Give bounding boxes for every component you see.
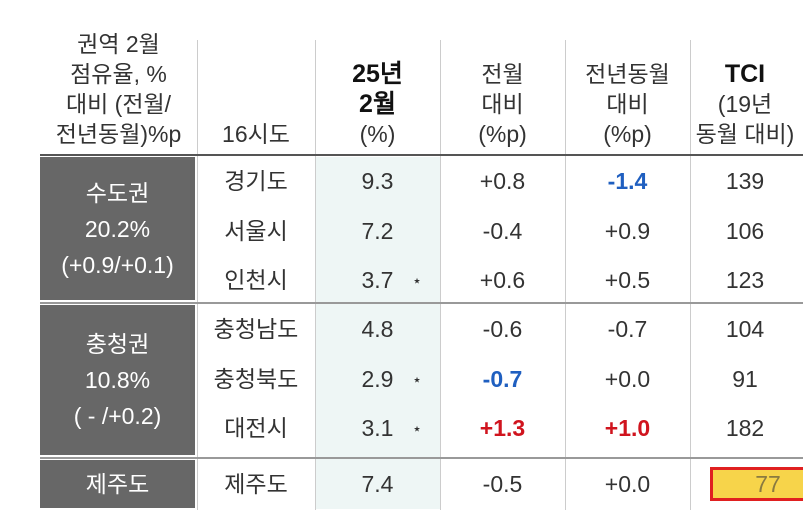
header-share: 2월 <box>359 90 396 118</box>
cell-yoy: +0.0 <box>604 365 651 392</box>
region-share: 20.2% <box>84 215 151 242</box>
region-cell <box>40 157 195 300</box>
cell-province: 인천시 <box>224 267 288 293</box>
group-rule <box>40 457 803 459</box>
cell-share: 7.2 <box>361 217 394 244</box>
cell-tci: 91 <box>732 365 758 392</box>
cell-mom: -0.6 <box>482 316 523 342</box>
header-province: 16시도 <box>222 121 290 147</box>
header-mom: (%p) <box>478 121 527 147</box>
header-region: 점유율, % <box>70 61 167 87</box>
cell-yoy: +0.5 <box>604 267 651 293</box>
cell-tci: 106 <box>725 217 765 244</box>
region-name: 수도권 <box>85 179 150 206</box>
star-mark: ⋆ <box>412 273 423 290</box>
region-cell <box>40 460 195 508</box>
cell-mom: -0.7 <box>482 365 523 392</box>
cell-mom: -0.5 <box>482 471 523 497</box>
star-mark: ⋆ <box>412 371 423 389</box>
cell-tci: 77 <box>710 467 803 501</box>
cell-tci: 123 <box>725 267 765 293</box>
region-change: ( - /+0.2) <box>73 403 162 429</box>
cell-province: 충청북도 <box>213 365 299 392</box>
header-mom: 전월 <box>481 61 524 87</box>
header-region: 전년동월)%p <box>55 121 182 147</box>
cell-tci: 139 <box>725 168 765 194</box>
cell-share: 3.7 <box>361 267 394 293</box>
header-region: 대비 (전월/ <box>65 91 172 117</box>
column-divider <box>197 40 198 510</box>
cell-mom: -0.4 <box>482 217 523 244</box>
header-rule <box>40 154 803 156</box>
star-mark: ⋆ <box>412 421 423 438</box>
cell-tci: 104 <box>725 316 765 342</box>
header-yoy: 전년동월 <box>585 61 670 87</box>
cell-mom: +1.3 <box>479 415 526 441</box>
group-rule <box>40 302 803 304</box>
region-change: (+0.9/+0.1) <box>61 251 174 278</box>
cell-yoy: -0.7 <box>607 316 648 342</box>
column-divider <box>565 40 566 510</box>
header-tci: (19년 <box>717 91 773 117</box>
cell-tci: 182 <box>725 415 765 441</box>
cell-yoy: +0.0 <box>604 471 651 497</box>
header-mom: 대비 <box>481 91 524 117</box>
column-divider <box>440 40 441 510</box>
cell-share: 2.9 <box>361 365 394 392</box>
column-divider <box>690 40 691 510</box>
cell-yoy: +0.9 <box>604 217 651 244</box>
cell-yoy: +1.0 <box>604 415 651 441</box>
header-yoy: 대비 <box>606 91 649 117</box>
header-region: 권역 2월 <box>77 31 160 57</box>
region-cell <box>40 305 195 455</box>
header-share: 25년 <box>352 60 403 88</box>
cell-share: 7.4 <box>361 471 394 497</box>
column-highlight <box>315 157 440 509</box>
cell-province: 충청남도 <box>213 316 299 342</box>
cell-province: 제주도 <box>224 471 288 497</box>
cell-share: 9.3 <box>361 168 394 194</box>
header-tci: 동월 대비) <box>695 121 795 147</box>
cell-yoy: -1.4 <box>607 168 648 194</box>
region-name: 제주도 <box>85 471 150 497</box>
cell-province: 대전시 <box>224 415 288 441</box>
header-yoy: (%p) <box>603 121 652 147</box>
cell-mom: +0.8 <box>479 168 526 194</box>
cell-mom: +0.6 <box>479 267 526 293</box>
cell-province: 경기도 <box>224 168 288 194</box>
cell-share: 3.1 <box>361 415 394 441</box>
cell-province: 서울시 <box>224 217 288 244</box>
region-share: 10.8% <box>84 367 151 393</box>
region-name: 충청권 <box>85 331 150 357</box>
column-divider <box>315 40 316 510</box>
header-tci: TCI <box>724 60 766 88</box>
header-share: (%) <box>359 121 396 147</box>
cell-share: 4.8 <box>361 316 394 342</box>
